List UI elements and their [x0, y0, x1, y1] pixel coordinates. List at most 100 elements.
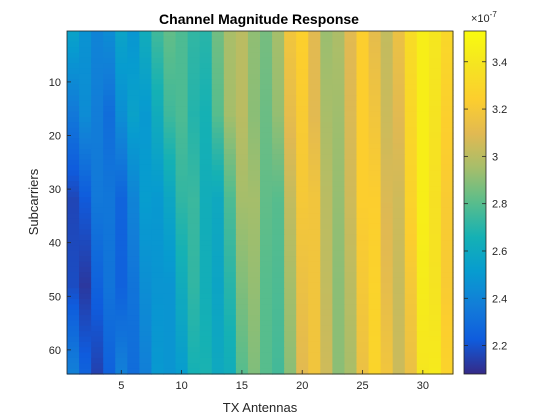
heatmap-cell	[416, 175, 430, 182]
heatmap-cell	[199, 143, 213, 150]
heatmap-cell	[67, 89, 80, 96]
heatmap-cell	[175, 256, 189, 263]
heatmap-cell	[392, 68, 406, 75]
heatmap-cell	[416, 79, 430, 86]
heatmap-cell	[91, 138, 104, 145]
heatmap-cell	[272, 175, 285, 182]
heatmap-cell	[416, 207, 430, 214]
heatmap-cell	[332, 341, 346, 348]
heatmap-cell	[344, 240, 358, 246]
heatmap-cell	[356, 175, 370, 182]
heatmap-cell	[344, 331, 358, 338]
heatmap-cell	[380, 331, 394, 338]
heatmap-cell	[79, 138, 92, 145]
heatmap-cell	[320, 47, 333, 54]
heatmap-cell	[103, 256, 116, 263]
heatmap-cell	[103, 148, 116, 155]
heatmap-cell	[79, 250, 92, 257]
heatmap-cell	[175, 154, 189, 161]
heatmap-cell	[368, 261, 382, 268]
heatmap-cell	[380, 159, 394, 166]
heatmap-cell	[332, 122, 346, 129]
heatmap-cell	[163, 63, 177, 70]
heatmap-cell	[356, 202, 370, 209]
heatmap-cell	[284, 202, 297, 209]
heatmap-cell	[163, 127, 177, 134]
heatmap-cell	[187, 100, 201, 107]
heatmap-cell	[320, 293, 333, 300]
heatmap-cell	[296, 341, 309, 348]
heatmap-cell	[344, 277, 358, 284]
heatmap-cell	[91, 304, 104, 311]
heatmap-cell	[115, 122, 128, 129]
heatmap-cell	[127, 116, 140, 123]
heatmap-cell	[284, 304, 297, 311]
heatmap-cell	[67, 79, 80, 86]
heatmap-cell	[115, 57, 128, 64]
heatmap-cell	[151, 234, 165, 241]
heatmap-cell	[308, 218, 321, 225]
heatmap-cell	[163, 31, 177, 37]
heatmap-cell	[247, 320, 261, 327]
heatmap-cell	[211, 250, 225, 257]
heatmap-cell	[356, 207, 370, 214]
heatmap-cell	[332, 52, 346, 59]
heatmap-cell	[151, 73, 165, 80]
heatmap-cell	[284, 234, 297, 241]
heatmap-cell	[91, 31, 104, 37]
heatmap-cell	[187, 175, 201, 182]
heatmap-cell	[344, 89, 358, 96]
heatmap-cell	[223, 84, 237, 91]
heatmap-cell	[223, 250, 237, 257]
heatmap-cell	[320, 181, 333, 188]
heatmap-cell	[260, 138, 273, 145]
heatmap-cell	[284, 293, 297, 300]
heatmap-cell	[380, 170, 394, 177]
heatmap-cell	[416, 347, 430, 354]
y-tick-label: 30	[49, 184, 61, 196]
heatmap-cell	[260, 73, 273, 80]
heatmap-cell	[235, 250, 249, 257]
heatmap-cell	[392, 245, 406, 252]
heatmap-cell	[356, 234, 370, 241]
heatmap-cell	[199, 202, 213, 209]
heatmap-cell	[380, 197, 394, 204]
heatmap-cell	[67, 336, 80, 343]
heatmap-cell	[368, 31, 382, 37]
heatmap-cell	[368, 277, 382, 284]
heatmap-cell	[320, 84, 333, 91]
heatmap-cell	[127, 31, 140, 37]
heatmap-cell	[272, 31, 285, 37]
heatmap-cell	[103, 127, 116, 134]
heatmap-cell	[392, 341, 406, 348]
heatmap-cell	[392, 148, 406, 155]
heatmap-cell	[187, 84, 201, 91]
heatmap-cell	[127, 100, 140, 107]
heatmap-cell	[151, 363, 165, 370]
heatmap-cell	[79, 170, 92, 177]
heatmap-cell	[223, 197, 237, 204]
x-tick-label: 30	[417, 380, 429, 392]
heatmap-cell	[356, 266, 370, 273]
colorbar-ticks: 2.22.42.62.833.23.4	[464, 57, 507, 353]
heatmap-cell	[175, 223, 189, 230]
heatmap-cell	[91, 154, 104, 161]
heatmap-cell	[67, 234, 80, 241]
heatmap-cell	[332, 154, 346, 161]
heatmap-cell	[247, 100, 261, 107]
heatmap-cell	[356, 336, 370, 343]
heatmap-cell	[79, 73, 92, 80]
heatmap-cell	[404, 148, 418, 155]
heatmap-cell	[356, 304, 370, 311]
heatmap-cell	[428, 250, 442, 257]
heatmap-cell	[79, 68, 92, 75]
heatmap-cell	[440, 282, 454, 289]
heatmap-cell	[175, 240, 189, 246]
heatmap-cell	[380, 293, 394, 300]
heatmap-cell	[67, 347, 80, 354]
heatmap-cell	[103, 175, 116, 182]
colorbar-tick-label: 2.4	[492, 293, 507, 305]
heatmap-cell	[392, 315, 406, 322]
heatmap-cell	[175, 282, 189, 289]
heatmap-cell	[356, 47, 370, 54]
